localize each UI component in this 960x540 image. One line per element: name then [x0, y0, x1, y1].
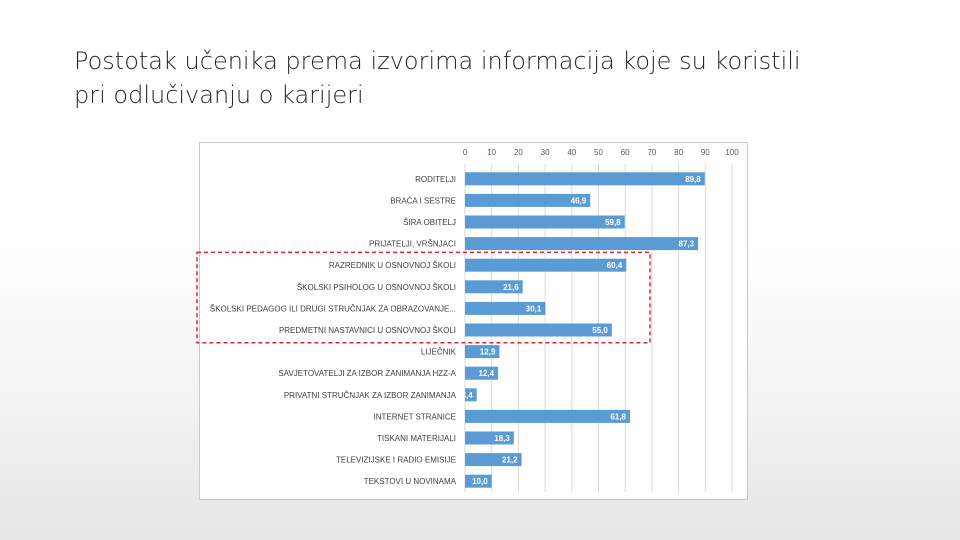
bar — [465, 453, 522, 467]
x-tick-label: 0 — [463, 148, 468, 157]
bar — [465, 323, 612, 337]
category-label: TEKSTOVI U NOVINAMA — [364, 477, 457, 486]
bar — [465, 345, 500, 359]
category-labels: RODITELJI BRAĆA I SESTRE ŠIRA OBITELJ PRIJA… — [210, 175, 457, 486]
slide-title-line-1: Postotak učenika prema izvorima informac… — [74, 47, 801, 75]
data-label: 89,8 — [685, 175, 701, 184]
x-tick-label: 40 — [567, 148, 576, 157]
bar — [465, 474, 492, 488]
x-tick-label: 90 — [701, 148, 710, 157]
bar — [465, 258, 627, 272]
bar — [465, 193, 591, 207]
slide-title-line-2: pri odlučivanju o karijeri — [74, 81, 364, 109]
value-labels: 89,8 46,9 59,8 87,3 60,4 21,6 30,1 55,0 12,9 12,4… — [462, 175, 702, 486]
data-label: 61,8 — [610, 412, 626, 421]
data-label: 21,2 — [502, 456, 518, 465]
bar — [465, 280, 523, 294]
data-label: 12,9 — [480, 348, 496, 357]
category-label: ŠKOLSKI PEDAGOG ILI DRUGI STRUČNJAK ZA O… — [210, 304, 456, 313]
category-label: RAZREDNIK U OSNOVNOJ ŠKOLI — [329, 261, 456, 270]
bar — [465, 215, 625, 229]
x-tick-label: 70 — [647, 148, 656, 157]
category-label: SAVJETOVATELJI ZA IZBOR ZANIMANJA HZZ-A — [278, 369, 456, 378]
bar — [465, 172, 705, 186]
data-label: 18,3 — [494, 434, 510, 443]
data-label: 30,1 — [526, 304, 542, 313]
x-tick-label: 60 — [621, 148, 630, 157]
category-label: ŠIRA OBITELJ — [403, 218, 456, 227]
x-tick-label: 30 — [541, 148, 550, 157]
data-label: 10,0 — [472, 477, 488, 486]
x-tick-label: 80 — [674, 148, 683, 157]
bar — [465, 237, 699, 251]
x-tick-label: 50 — [594, 148, 603, 157]
x-axis-ticks: 0 10 20 30 40 50 60 70 80 90 100 — [463, 148, 739, 157]
category-label: INTERNET STRANICE — [373, 412, 456, 421]
category-label: PREDMETNI NASTAVNICI U OSNOVNOJ ŠKOLI — [279, 326, 456, 335]
bar — [465, 301, 546, 315]
slide-title: Postotak učenika prema izvorima informac… — [74, 44, 894, 112]
data-label: 87,3 — [679, 240, 695, 249]
data-label: 59,8 — [605, 218, 621, 227]
x-tick-label: 10 — [487, 148, 496, 157]
category-label: LIJEČNIK — [421, 348, 457, 357]
bar — [465, 409, 631, 423]
bar — [465, 431, 514, 445]
data-label: 12,4 — [479, 369, 495, 378]
bar — [465, 366, 499, 380]
x-tick-label: 100 — [725, 148, 739, 157]
data-label: 21,6 — [503, 283, 519, 292]
data-label: 55,0 — [592, 326, 608, 335]
data-label: 60,4 — [607, 261, 623, 270]
category-label: TISKANI MATERIJALI — [377, 434, 456, 443]
category-label: BRAĆA I SESTRE — [390, 196, 456, 205]
bars — [465, 172, 705, 488]
x-tick-label: 20 — [514, 148, 523, 157]
highlight-box-rect — [196, 251, 651, 344]
category-label: RODITELJI — [415, 175, 456, 184]
data-label: 46,9 — [571, 196, 587, 205]
data-label: 4,4 — [462, 391, 474, 400]
category-label: PRIVATNI STRUČNJAK ZA IZBOR ZANIMANJA — [284, 391, 457, 400]
highlight-box — [196, 251, 651, 344]
category-label: ŠKOLSKI PSIHOLOG U OSNOVNOJ ŠKOLI — [297, 283, 456, 292]
category-label: TELEVIZIJSKE I RADIO EMISIJE — [336, 456, 456, 465]
category-label: PRIJATELJI, VRŠNJACI — [369, 240, 456, 249]
bar — [465, 388, 477, 402]
